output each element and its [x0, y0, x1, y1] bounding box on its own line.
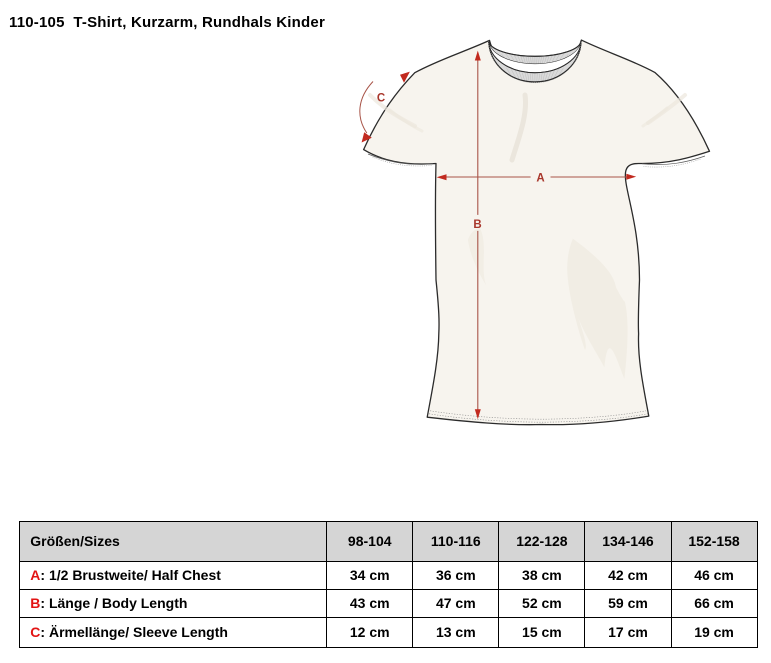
- svg-text:C: C: [377, 93, 385, 105]
- svg-text:A: A: [536, 173, 544, 185]
- svg-text:B: B: [473, 219, 481, 231]
